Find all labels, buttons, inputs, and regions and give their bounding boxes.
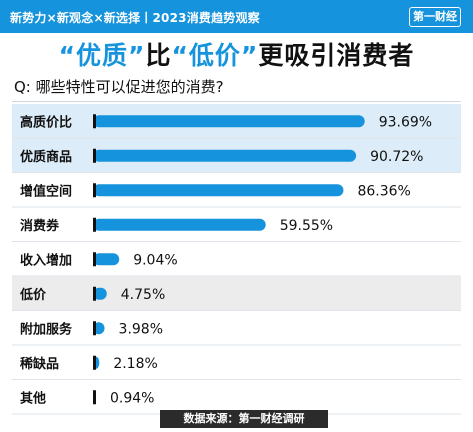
bar: [93, 184, 344, 197]
survey-question: Q: 哪些特性可以促进您的消费?: [14, 78, 224, 96]
bar-marker: [93, 217, 96, 232]
value-label: 4.75%: [121, 287, 165, 303]
value-label: 0.94%: [110, 390, 154, 406]
header-bar: 新势力×新观念×新选择丨2023消费趋势观察 第一财经: [0, 0, 473, 33]
title-quote-lowprice: “低价”: [171, 41, 259, 70]
category-label: 低价: [19, 287, 47, 303]
value-label: 93.69%: [379, 114, 432, 130]
category-label: 增值空间: [20, 183, 72, 199]
value-label: 9.04%: [133, 252, 177, 268]
category-label: 其他: [20, 390, 46, 406]
bar: [93, 115, 365, 128]
title-rest: 更吸引消费者: [258, 41, 415, 70]
brand-logo: 第一财经: [409, 7, 461, 27]
value-label: 90.72%: [370, 149, 423, 165]
category-label: 收入增加: [20, 252, 72, 268]
page-title: “优质”比“低价”更吸引消费者: [0, 36, 473, 72]
alt-row-bg: [12, 276, 461, 310]
title-quote-quality: “优质”: [58, 41, 146, 70]
bar-marker: [93, 321, 96, 336]
bar: [93, 253, 120, 266]
data-source-note: 数据来源：第一财经调研: [160, 410, 328, 428]
value-label: 2.18%: [113, 356, 157, 372]
bar: [93, 149, 357, 162]
bar-marker: [93, 114, 96, 129]
bar: [93, 218, 266, 231]
category-label: 稀缺品: [20, 356, 59, 372]
header-tagline: 新势力×新观念×新选择丨2023消费趋势观察: [10, 11, 260, 25]
question-divider: [12, 101, 461, 102]
bar-marker: [93, 183, 96, 198]
category-label: 高质价比: [20, 114, 72, 130]
value-label: 3.98%: [119, 321, 163, 337]
bar-marker: [93, 355, 96, 370]
category-label: 附加服务: [20, 321, 73, 337]
category-label: 消费券: [20, 218, 60, 234]
bar: [93, 287, 107, 300]
value-label: 59.55%: [280, 218, 333, 234]
bar-marker: [93, 252, 96, 267]
bar-marker: [93, 390, 96, 405]
value-label: 86.36%: [357, 183, 410, 199]
bar-marker: [93, 148, 96, 163]
category-label: 优质商品: [20, 149, 72, 165]
bar-marker: [93, 286, 96, 301]
title-compare-word: 比: [145, 41, 172, 70]
